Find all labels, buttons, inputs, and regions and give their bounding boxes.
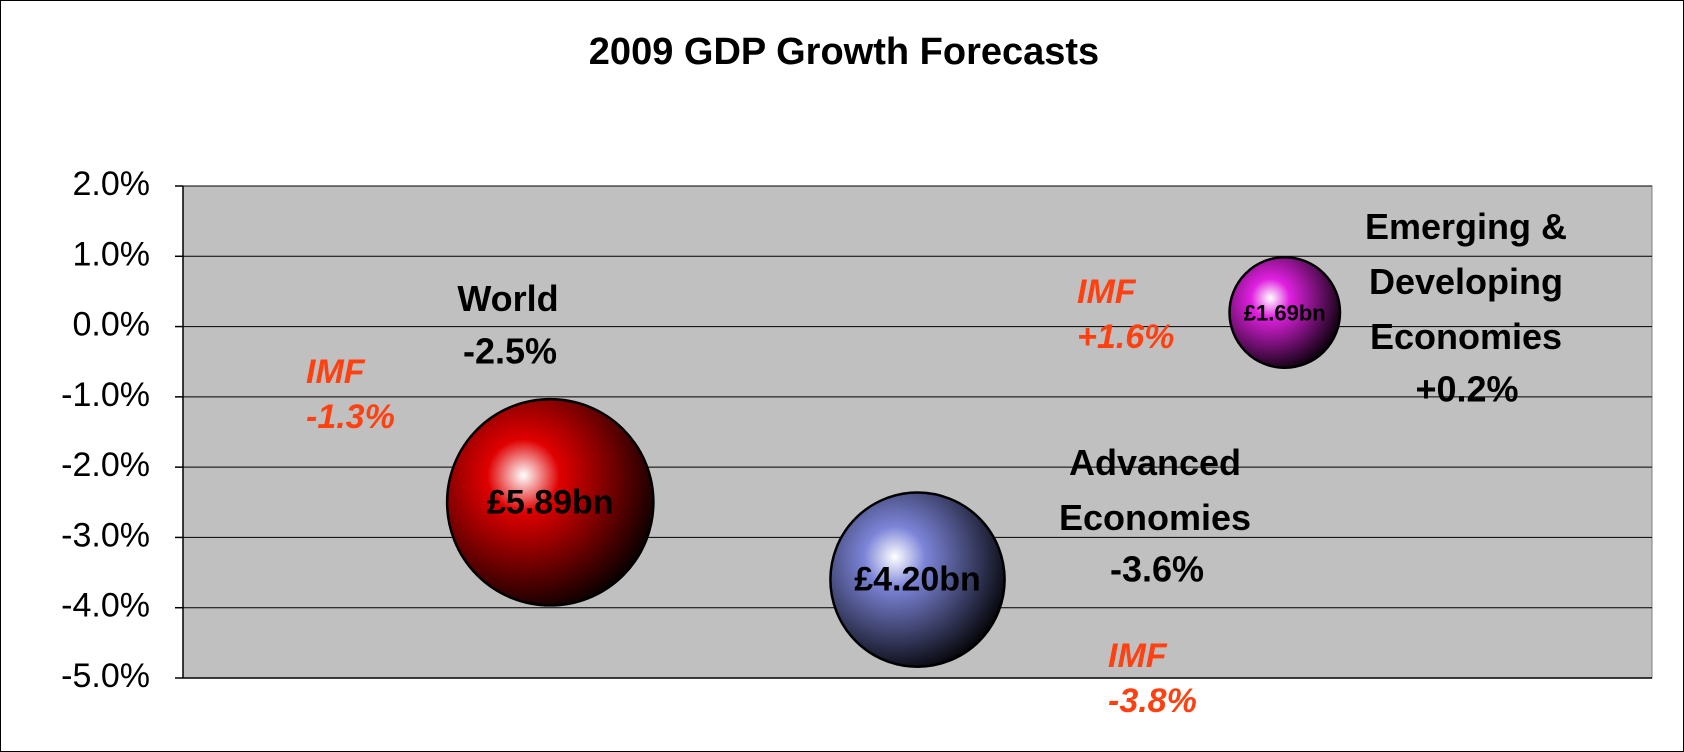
y-tick-label: -4.0% xyxy=(61,587,150,625)
bubble xyxy=(829,491,1006,668)
bubble-label: £1.69bn xyxy=(1244,300,1326,325)
bubble-label: £4.20bn xyxy=(854,561,981,599)
value-label: -2.5% xyxy=(463,331,557,372)
y-tick-label: -1.0% xyxy=(61,376,150,414)
y-tick-label: -3.0% xyxy=(61,516,150,554)
imf-value: +1.6% xyxy=(1077,318,1174,356)
imf-label: IMF xyxy=(306,353,366,391)
chart-title: 2009 GDP Growth Forecasts xyxy=(589,31,1099,73)
bubble-label: £5.89bn xyxy=(487,483,614,521)
y-tick-label: 2.0% xyxy=(73,165,151,203)
imf-label: IMF xyxy=(1108,637,1168,675)
imf-value: -1.3% xyxy=(306,398,395,436)
imf-label: IMF xyxy=(1077,273,1137,311)
value-label: -3.6% xyxy=(1110,549,1204,590)
y-tick-label: -2.0% xyxy=(61,446,150,484)
series-name-box: Advanced Economies xyxy=(1058,442,1252,538)
series-name: Advanced Economies xyxy=(1058,442,1252,538)
series-name: Emerging & Developing Economies xyxy=(1364,206,1568,357)
bubble xyxy=(445,397,655,607)
series-name-box: Emerging & Developing Economies xyxy=(1364,206,1568,357)
series-name-box: World xyxy=(457,278,559,319)
value-label: +0.2% xyxy=(1415,369,1518,410)
y-tick-label: 0.0% xyxy=(73,306,151,344)
bubble xyxy=(1228,256,1342,370)
series-name: World xyxy=(457,278,559,319)
y-tick-label: -5.0% xyxy=(61,657,150,695)
imf-value: -3.8% xyxy=(1108,682,1197,720)
y-tick-label: 1.0% xyxy=(73,235,151,273)
